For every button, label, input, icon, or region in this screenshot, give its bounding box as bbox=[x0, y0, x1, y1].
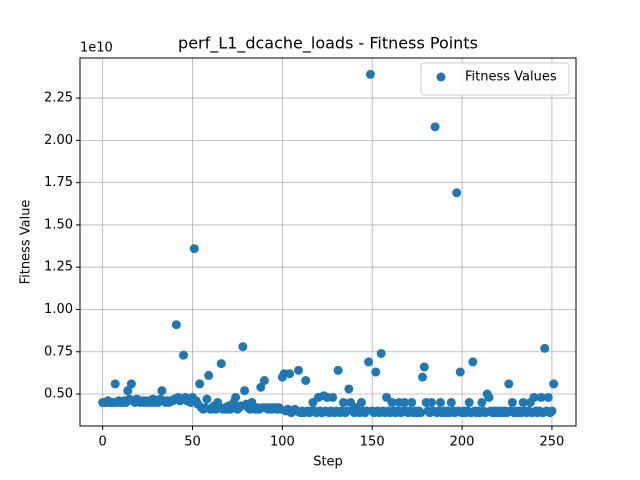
point bbox=[430, 122, 440, 132]
point bbox=[328, 392, 338, 402]
point bbox=[464, 397, 474, 407]
x-tick-label: 200 bbox=[450, 435, 475, 450]
x-axis-label: Step bbox=[313, 455, 343, 470]
point bbox=[294, 365, 304, 375]
point bbox=[189, 244, 199, 254]
x-tick-label: 0 bbox=[99, 435, 107, 450]
y-tick-label: 1.25 bbox=[44, 260, 73, 275]
y-tick-label: 2.25 bbox=[44, 91, 73, 106]
y-tick-label: 2.00 bbox=[44, 133, 73, 148]
point bbox=[285, 369, 295, 379]
point bbox=[407, 397, 417, 407]
point bbox=[216, 359, 226, 369]
y-offset-label: 1e10 bbox=[80, 41, 113, 56]
point bbox=[452, 188, 462, 198]
point bbox=[507, 397, 517, 407]
point bbox=[455, 367, 465, 377]
point bbox=[171, 320, 181, 330]
y-tick-label: 0.75 bbox=[44, 344, 73, 359]
point bbox=[419, 362, 429, 372]
legend-label: Fitness Values bbox=[465, 70, 557, 85]
point bbox=[364, 357, 374, 367]
x-tick-label: 50 bbox=[184, 435, 201, 450]
point bbox=[195, 379, 205, 389]
point bbox=[240, 386, 250, 396]
point bbox=[110, 379, 120, 389]
point bbox=[238, 342, 248, 352]
y-tick-label: 1.00 bbox=[44, 302, 73, 317]
point bbox=[157, 386, 167, 396]
grid bbox=[80, 58, 576, 426]
point bbox=[179, 350, 189, 360]
y-tick-label: 0.50 bbox=[44, 387, 73, 402]
point bbox=[504, 379, 514, 389]
point bbox=[371, 367, 381, 377]
point bbox=[376, 348, 386, 358]
point bbox=[202, 394, 212, 404]
y-tick-label: 1.50 bbox=[44, 217, 73, 232]
point bbox=[387, 397, 397, 407]
point bbox=[259, 376, 269, 386]
x-tick-label: 150 bbox=[360, 435, 385, 450]
point bbox=[416, 408, 426, 418]
point bbox=[231, 392, 241, 402]
point bbox=[338, 397, 348, 407]
legend-box bbox=[420, 62, 570, 96]
chart-title: perf_L1_dcache_loads - Fitness Points bbox=[178, 34, 478, 54]
point bbox=[543, 392, 553, 402]
point bbox=[427, 397, 437, 407]
legend-marker bbox=[436, 72, 446, 82]
point bbox=[400, 397, 410, 407]
point bbox=[301, 376, 311, 386]
point bbox=[344, 384, 354, 394]
y-axis-label: Fitness Value bbox=[19, 200, 34, 285]
point bbox=[123, 386, 133, 396]
point bbox=[540, 343, 550, 353]
legend: Fitness Values bbox=[420, 62, 570, 96]
point bbox=[477, 397, 487, 407]
point bbox=[549, 379, 559, 389]
x-tick-label: 100 bbox=[270, 435, 295, 450]
x-tick-label: 250 bbox=[540, 435, 565, 450]
point bbox=[126, 379, 136, 389]
point bbox=[446, 397, 456, 407]
point bbox=[468, 357, 478, 367]
point bbox=[418, 372, 428, 382]
point bbox=[435, 397, 445, 407]
point bbox=[536, 392, 546, 402]
point bbox=[204, 370, 214, 380]
point bbox=[547, 406, 557, 416]
point bbox=[356, 397, 366, 407]
points bbox=[98, 69, 559, 418]
point bbox=[256, 382, 266, 392]
plot-frame bbox=[79, 57, 577, 427]
point bbox=[365, 69, 375, 79]
point bbox=[484, 392, 494, 402]
point bbox=[518, 397, 528, 407]
y-tick-label: 1.75 bbox=[44, 175, 73, 190]
point bbox=[333, 365, 343, 375]
point bbox=[529, 392, 539, 402]
